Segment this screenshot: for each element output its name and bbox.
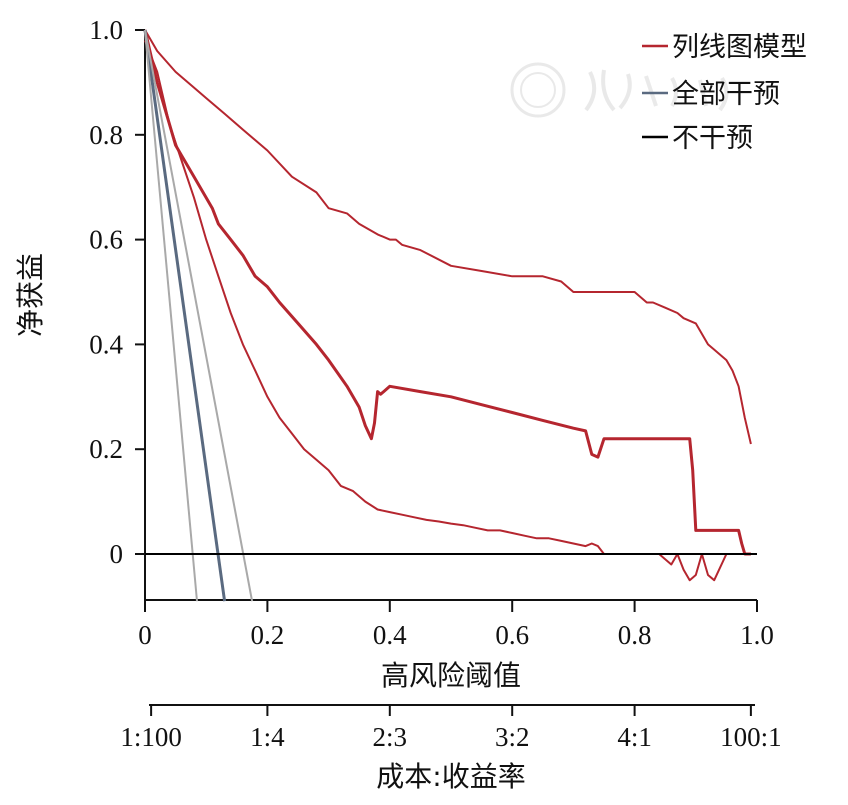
series-line-main	[143, 29, 751, 556]
legend-label-nomogram: 列线图模型	[672, 32, 807, 63]
y-tick-label: 0.4	[89, 329, 123, 359]
series-line-ci-lower	[144, 29, 198, 602]
legend-label-treat-all: 全部干预	[672, 79, 780, 110]
series-line-ci-upper	[144, 29, 752, 445]
series-line-main	[143, 29, 227, 602]
y-tick-label: 1.0	[89, 15, 123, 45]
y-tick-label: 0.8	[89, 120, 123, 150]
secondary-x-tick-label: 1:4	[250, 722, 285, 752]
legend: 列线图模型 全部干预 不干预	[642, 32, 807, 154]
y-tick-label: 0.2	[89, 434, 123, 464]
secondary-x-axis-ticks: 1:100 1:4 2:3 3:2 4:1 100:1	[120, 705, 782, 752]
secondary-x-tick-label: 2:3	[373, 722, 408, 752]
y-axis-ticks: 0 0.2 0.4 0.6 0.8 1.0	[89, 15, 145, 569]
x-tick-label: 0	[138, 620, 152, 650]
secondary-x-tick-label: 100:1	[720, 722, 782, 752]
series-line-ci-upper	[144, 29, 254, 602]
secondary-x-tick-label: 1:100	[120, 722, 182, 752]
secondary-x-tick-label: 4:1	[617, 722, 652, 752]
x-tick-label: 1.0	[740, 620, 774, 650]
series-line-ci-lower	[144, 40, 751, 582]
x-axis-ticks: 0 0.2 0.4 0.6 0.8 1.0	[138, 600, 774, 650]
x-tick-label: 0.4	[373, 620, 407, 650]
y-tick-label: 0.6	[89, 225, 123, 255]
secondary-x-axis-title: 成本:收益率	[376, 760, 525, 793]
watermark-logo	[510, 62, 729, 118]
y-tick-label: 0	[110, 539, 124, 569]
x-tick-label: 0.2	[251, 620, 285, 650]
x-axis-title: 高风险阈值	[381, 659, 521, 692]
secondary-x-tick-label: 3:2	[495, 722, 530, 752]
y-axis-title: 净获益	[14, 253, 47, 337]
x-tick-label: 0.8	[618, 620, 652, 650]
legend-label-treat-none: 不干预	[672, 123, 753, 154]
series-layer	[143, 29, 757, 602]
x-tick-label: 0.6	[495, 620, 529, 650]
